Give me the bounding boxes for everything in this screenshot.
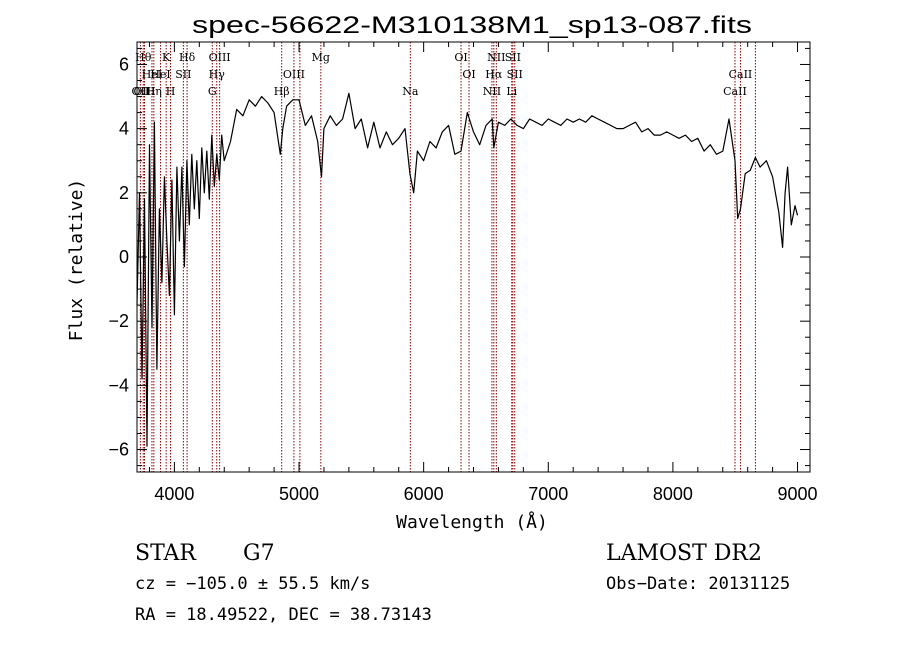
line-label: OII [132, 85, 150, 98]
line-label: HeI [142, 68, 162, 81]
observation-date: Obs−Date: 20131125 [606, 574, 790, 594]
line-label: Na [402, 85, 419, 98]
plot-frame [136, 41, 811, 473]
line-label: G [208, 85, 217, 98]
y-tick-label: 2 [119, 183, 129, 203]
x-tick-label: 7000 [528, 484, 568, 504]
chart-title: spec-56622-M310138M1_sp13-087.fits [192, 12, 752, 39]
y-axis-label: Flux (relative) [66, 179, 87, 342]
line-label: HeI [150, 68, 170, 81]
x-axis-label: Wavelength (Å) [396, 511, 548, 533]
line-label: SII [505, 51, 521, 64]
redshift-velocity: cz = −105.0 ± 55.5 km/s [135, 574, 370, 594]
line-label: Li [506, 85, 517, 98]
object-class: STAR [135, 541, 197, 566]
line-label: SII [507, 68, 523, 81]
line-label: Hα [485, 68, 503, 81]
line-label: Hβ [274, 85, 290, 98]
x-tick-label: 6000 [404, 484, 444, 504]
y-tick-label: 4 [119, 119, 129, 139]
line-label: K [162, 51, 171, 64]
flux-series [136, 92, 799, 447]
x-tick-label: 4000 [154, 484, 194, 504]
line-label: CaII [723, 85, 747, 98]
y-tick-label: −6 [108, 440, 129, 460]
line-label: SII [175, 68, 191, 81]
line-label: OIII [283, 68, 305, 81]
y-tick-label: −4 [108, 375, 129, 395]
y-tick-label: −2 [108, 311, 129, 331]
line-label: NII [487, 51, 505, 64]
line-label: OIII [133, 85, 155, 98]
line-label: CaII [729, 68, 753, 81]
subclass: G7 [243, 541, 275, 566]
line-label: OIII [209, 51, 231, 64]
line-label: Mg [312, 51, 330, 64]
x-tick-label: 9000 [778, 484, 818, 504]
line-markers [139, 42, 756, 472]
line-label: NII [483, 85, 501, 98]
line-label: OI [462, 68, 475, 81]
line-label: Hδ [179, 51, 196, 64]
series-line [136, 92, 799, 447]
line-label: Hγ [209, 68, 226, 81]
survey-name: LAMOST DR2 [606, 541, 762, 566]
line-label: Hθ [135, 51, 152, 64]
line-labels: OIIHθOIIIHeIHηHeIKHSIIHδGHγOIIIHβOIIIMgN… [132, 51, 753, 98]
y-tick-label: 6 [119, 54, 129, 74]
x-tick-label: 8000 [653, 484, 693, 504]
coordinates: RA = 18.49522, DEC = 38.73143 [135, 605, 432, 625]
y-axis: −6 −4 −2 0 2 4 6 [108, 47, 810, 467]
line-label: Hη [146, 85, 162, 98]
y-tick-label: 0 [119, 247, 129, 267]
x-tick-label: 5000 [279, 484, 319, 504]
x-axis: 4000 5000 6000 7000 8000 9000 [148, 42, 818, 504]
line-label: H [166, 85, 176, 98]
line-label: OI [454, 51, 467, 64]
